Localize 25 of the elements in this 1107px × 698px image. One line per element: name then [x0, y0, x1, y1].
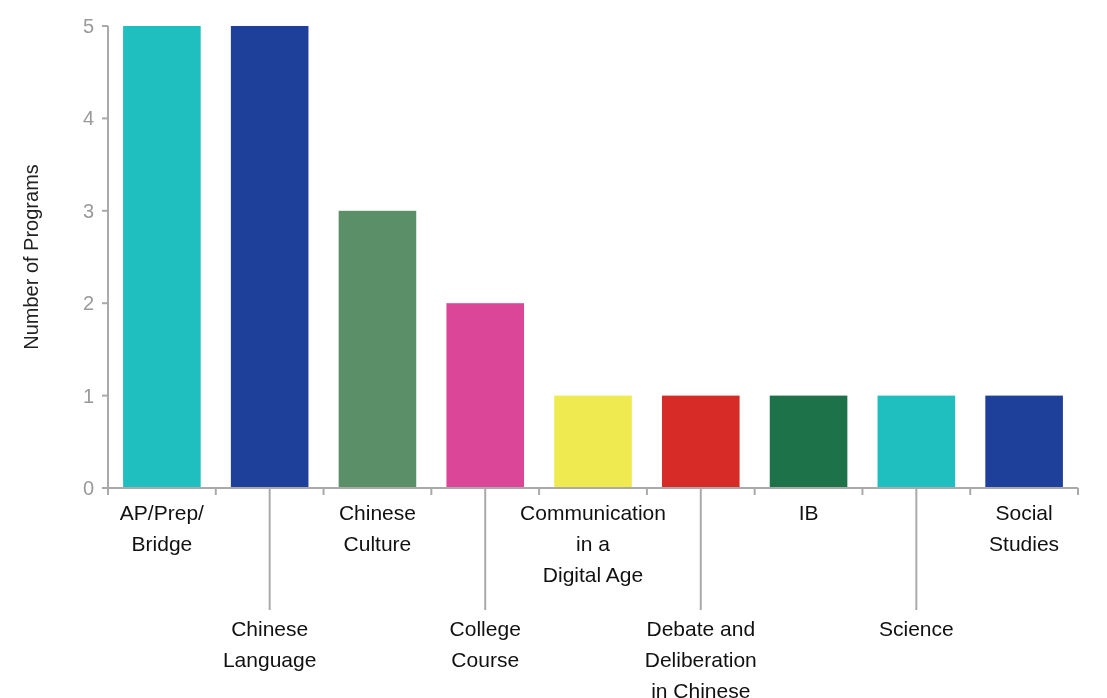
bar — [661, 395, 740, 488]
x-tick-label: Science — [878, 617, 954, 640]
x-tick-label: College Course — [449, 617, 521, 671]
bar — [446, 303, 525, 488]
x-tick-label: Social Studies — [989, 501, 1060, 555]
y-tick-label: 0 — [82, 477, 94, 499]
x-tick-label: AP/Prep/ Bridge — [119, 501, 205, 555]
y-tick-label: 1 — [82, 384, 94, 407]
bar — [123, 26, 201, 488]
bar — [985, 395, 1063, 488]
bar — [338, 210, 417, 488]
bar — [554, 395, 632, 488]
x-tick-label: Chinese Culture — [338, 501, 416, 555]
y-tick-label: 2 — [82, 292, 94, 315]
y-tick-label: 4 — [82, 107, 94, 130]
x-tick-label: Debate and Deliberation in Chinese — [644, 617, 757, 698]
x-tick-label: Communication in a Digital Age — [520, 501, 666, 586]
y-tick-label: 5 — [82, 15, 94, 37]
x-tick-label: Chinese Language — [222, 617, 317, 671]
x-tick-label: IB — [798, 501, 819, 524]
y-axis-title: Number of Programs — [20, 164, 42, 350]
bar — [769, 395, 848, 488]
bar — [230, 26, 309, 488]
bar — [877, 395, 956, 488]
y-tick-label: 3 — [82, 199, 94, 222]
